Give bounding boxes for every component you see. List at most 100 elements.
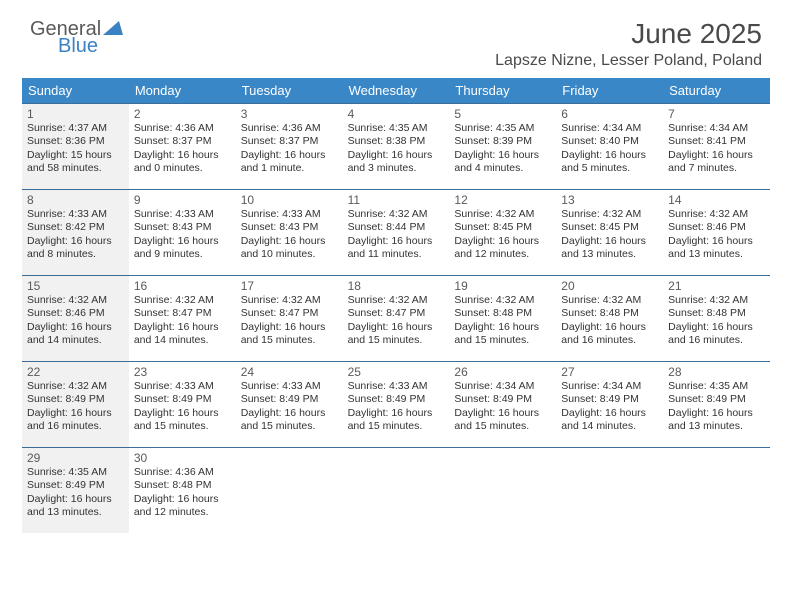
weekday-header: Tuesday (236, 78, 343, 103)
day-number: 26 (454, 365, 551, 379)
daylight-line: Daylight: 16 hours and 10 minutes. (241, 235, 338, 262)
sunset-line: Sunset: 8:48 PM (454, 307, 551, 320)
sunrise-line: Sunrise: 4:34 AM (454, 380, 551, 393)
sunset-line: Sunset: 8:48 PM (134, 479, 231, 492)
sunset-line: Sunset: 8:46 PM (27, 307, 124, 320)
day-number: 4 (348, 107, 445, 121)
sunrise-line: Sunrise: 4:32 AM (668, 294, 765, 307)
sunset-line: Sunset: 8:43 PM (241, 221, 338, 234)
sunrise-line: Sunrise: 4:36 AM (241, 122, 338, 135)
sunset-line: Sunset: 8:47 PM (348, 307, 445, 320)
sunrise-line: Sunrise: 4:33 AM (134, 208, 231, 221)
calendar-cell: 14Sunrise: 4:32 AMSunset: 8:46 PMDayligh… (663, 189, 770, 275)
weekday-header: Friday (556, 78, 663, 103)
weekday-header: Sunday (22, 78, 129, 103)
day-number: 11 (348, 193, 445, 207)
day-number: 3 (241, 107, 338, 121)
daylight-line: Daylight: 16 hours and 5 minutes. (561, 149, 658, 176)
calendar-cell: 16Sunrise: 4:32 AMSunset: 8:47 PMDayligh… (129, 275, 236, 361)
daylight-line: Daylight: 16 hours and 8 minutes. (27, 235, 124, 262)
daylight-line: Daylight: 16 hours and 3 minutes. (348, 149, 445, 176)
calendar-cell: 4Sunrise: 4:35 AMSunset: 8:38 PMDaylight… (343, 103, 450, 189)
daylight-line: Daylight: 16 hours and 15 minutes. (348, 407, 445, 434)
sunrise-line: Sunrise: 4:33 AM (27, 208, 124, 221)
sunrise-line: Sunrise: 4:33 AM (134, 380, 231, 393)
daylight-line: Daylight: 16 hours and 12 minutes. (454, 235, 551, 262)
sunset-line: Sunset: 8:49 PM (27, 393, 124, 406)
daylight-line: Daylight: 16 hours and 15 minutes. (348, 321, 445, 348)
sunset-line: Sunset: 8:47 PM (134, 307, 231, 320)
sunrise-line: Sunrise: 4:37 AM (27, 122, 124, 135)
day-number: 13 (561, 193, 658, 207)
calendar-cell-empty (449, 447, 556, 533)
day-number: 8 (27, 193, 124, 207)
daylight-line: Daylight: 16 hours and 16 minutes. (668, 321, 765, 348)
day-number: 25 (348, 365, 445, 379)
calendar-cell: 10Sunrise: 4:33 AMSunset: 8:43 PMDayligh… (236, 189, 343, 275)
sunset-line: Sunset: 8:43 PM (134, 221, 231, 234)
sunrise-line: Sunrise: 4:32 AM (561, 208, 658, 221)
sunset-line: Sunset: 8:42 PM (27, 221, 124, 234)
sunset-line: Sunset: 8:48 PM (668, 307, 765, 320)
calendar-cell: 2Sunrise: 4:36 AMSunset: 8:37 PMDaylight… (129, 103, 236, 189)
sunrise-line: Sunrise: 4:35 AM (454, 122, 551, 135)
sunset-line: Sunset: 8:45 PM (454, 221, 551, 234)
sunset-line: Sunset: 8:49 PM (27, 479, 124, 492)
daylight-line: Daylight: 16 hours and 0 minutes. (134, 149, 231, 176)
logo: GeneralBlue (30, 18, 123, 58)
sunset-line: Sunset: 8:40 PM (561, 135, 658, 148)
day-number: 6 (561, 107, 658, 121)
calendar-cell: 15Sunrise: 4:32 AMSunset: 8:46 PMDayligh… (22, 275, 129, 361)
sunset-line: Sunset: 8:49 PM (241, 393, 338, 406)
title-block: June 2025 Lapsze Nizne, Lesser Poland, P… (495, 18, 762, 70)
weekday-header: Wednesday (343, 78, 450, 103)
sunrise-line: Sunrise: 4:36 AM (134, 122, 231, 135)
sunrise-line: Sunrise: 4:35 AM (27, 466, 124, 479)
sunset-line: Sunset: 8:38 PM (348, 135, 445, 148)
daylight-line: Daylight: 16 hours and 7 minutes. (668, 149, 765, 176)
calendar-cell: 20Sunrise: 4:32 AMSunset: 8:48 PMDayligh… (556, 275, 663, 361)
sunset-line: Sunset: 8:37 PM (134, 135, 231, 148)
header: GeneralBlue June 2025 Lapsze Nizne, Less… (0, 0, 792, 78)
calendar-cell: 22Sunrise: 4:32 AMSunset: 8:49 PMDayligh… (22, 361, 129, 447)
sunrise-line: Sunrise: 4:33 AM (241, 208, 338, 221)
daylight-line: Daylight: 16 hours and 14 minutes. (561, 407, 658, 434)
calendar-cell: 13Sunrise: 4:32 AMSunset: 8:45 PMDayligh… (556, 189, 663, 275)
sunrise-line: Sunrise: 4:32 AM (134, 294, 231, 307)
calendar-cell: 23Sunrise: 4:33 AMSunset: 8:49 PMDayligh… (129, 361, 236, 447)
day-number: 12 (454, 193, 551, 207)
sunset-line: Sunset: 8:41 PM (668, 135, 765, 148)
calendar-cell: 8Sunrise: 4:33 AMSunset: 8:42 PMDaylight… (22, 189, 129, 275)
daylight-line: Daylight: 16 hours and 12 minutes. (134, 493, 231, 520)
sunrise-line: Sunrise: 4:32 AM (348, 294, 445, 307)
calendar-cell: 27Sunrise: 4:34 AMSunset: 8:49 PMDayligh… (556, 361, 663, 447)
day-number: 15 (27, 279, 124, 293)
sunset-line: Sunset: 8:45 PM (561, 221, 658, 234)
logo-triangle-icon (103, 21, 123, 40)
day-number: 19 (454, 279, 551, 293)
calendar-cell: 6Sunrise: 4:34 AMSunset: 8:40 PMDaylight… (556, 103, 663, 189)
day-number: 18 (348, 279, 445, 293)
day-number: 24 (241, 365, 338, 379)
daylight-line: Daylight: 16 hours and 13 minutes. (27, 493, 124, 520)
sunrise-line: Sunrise: 4:34 AM (561, 380, 658, 393)
sunrise-line: Sunrise: 4:33 AM (348, 380, 445, 393)
sunrise-line: Sunrise: 4:35 AM (668, 380, 765, 393)
daylight-line: Daylight: 16 hours and 15 minutes. (241, 321, 338, 348)
daylight-line: Daylight: 16 hours and 14 minutes. (134, 321, 231, 348)
day-number: 1 (27, 107, 124, 121)
daylight-line: Daylight: 16 hours and 4 minutes. (454, 149, 551, 176)
location-text: Lapsze Nizne, Lesser Poland, Poland (495, 52, 762, 70)
daylight-line: Daylight: 16 hours and 16 minutes. (561, 321, 658, 348)
day-number: 7 (668, 107, 765, 121)
sunrise-line: Sunrise: 4:32 AM (454, 294, 551, 307)
calendar-cell: 5Sunrise: 4:35 AMSunset: 8:39 PMDaylight… (449, 103, 556, 189)
day-number: 9 (134, 193, 231, 207)
calendar-cell: 1Sunrise: 4:37 AMSunset: 8:36 PMDaylight… (22, 103, 129, 189)
daylight-line: Daylight: 16 hours and 13 minutes. (668, 407, 765, 434)
sunrise-line: Sunrise: 4:33 AM (241, 380, 338, 393)
calendar-cell: 29Sunrise: 4:35 AMSunset: 8:49 PMDayligh… (22, 447, 129, 533)
daylight-line: Daylight: 16 hours and 9 minutes. (134, 235, 231, 262)
daylight-line: Daylight: 16 hours and 15 minutes. (241, 407, 338, 434)
daylight-line: Daylight: 16 hours and 15 minutes. (134, 407, 231, 434)
